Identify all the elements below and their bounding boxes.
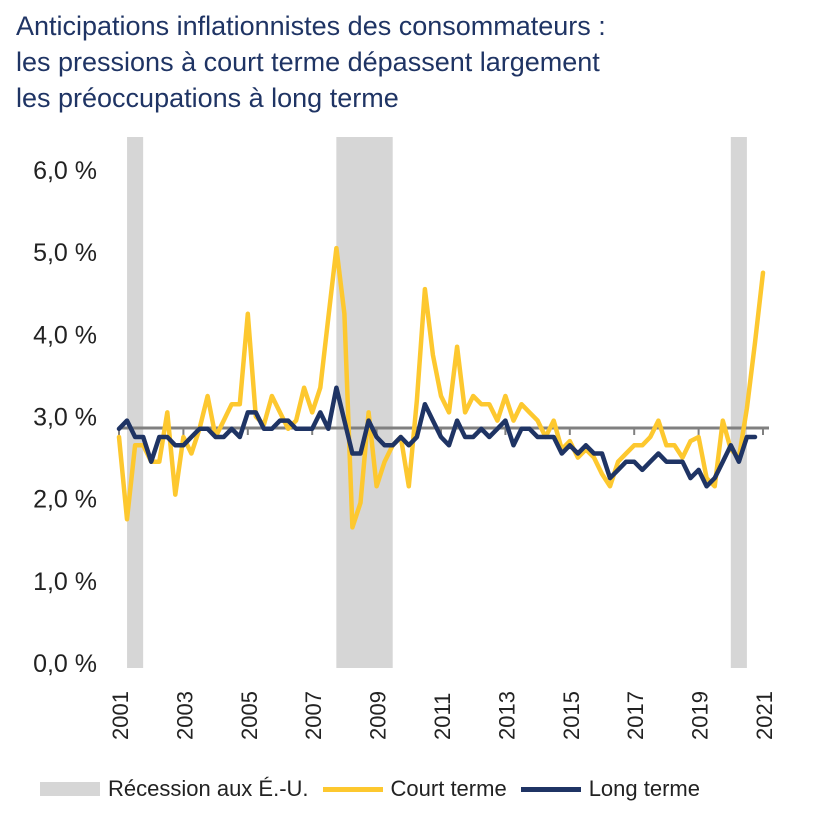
title-line: Anticipations inflationnistes des consom…	[16, 11, 606, 41]
legend: Récession aux É.-U. Court terme Long ter…	[40, 776, 714, 802]
legend-label: Court terme	[390, 776, 507, 801]
y-tick-label: 3,0 %	[33, 404, 97, 432]
legend-label: Récession aux É.-U.	[108, 776, 309, 801]
x-tick-label: 2001	[108, 691, 133, 740]
x-tick-label: 2005	[237, 691, 262, 740]
x-tick-label: 2011	[430, 693, 455, 740]
x-tick-label: 2015	[559, 691, 584, 740]
x-tick-label: 2003	[172, 691, 197, 740]
y-tick-label: 4,0 %	[33, 321, 97, 349]
legend-item-long: Long terme	[520, 776, 700, 802]
legend-item-short: Court terme	[322, 776, 507, 802]
y-tick-label: 2,0 %	[33, 486, 97, 514]
x-tick-label: 2021	[752, 691, 777, 740]
y-tick-label: 5,0 %	[33, 239, 97, 267]
recession-band	[730, 137, 747, 668]
recession-band	[336, 137, 393, 668]
legend-item-recession: Récession aux É.-U.	[40, 776, 309, 802]
series-line-court-terme	[116, 245, 766, 530]
title-line: les pressions à court terme dépassent la…	[16, 47, 600, 77]
x-tick-label: 2013	[494, 691, 519, 740]
y-tick-label: 6,0 %	[33, 157, 97, 185]
x-tick-label: 2009	[366, 691, 391, 740]
y-tick-label: 1,0 %	[33, 568, 97, 596]
legend-swatch-long	[520, 786, 581, 792]
legend-swatch-recession	[40, 782, 100, 796]
legend-swatch-short	[322, 786, 383, 792]
x-tick-label: 2019	[688, 691, 713, 740]
recession-band	[127, 137, 144, 668]
x-tick-label: 2007	[301, 691, 326, 740]
y-tick-label: 0,0 %	[33, 650, 97, 678]
x-tick-label: 2017	[623, 691, 648, 740]
chart-title: Anticipations inflationnistes des consom…	[16, 8, 606, 116]
title-line: les préoccupations à long terme	[16, 83, 399, 113]
series-line-long-terme	[116, 385, 758, 489]
legend-label: Long terme	[588, 776, 700, 801]
